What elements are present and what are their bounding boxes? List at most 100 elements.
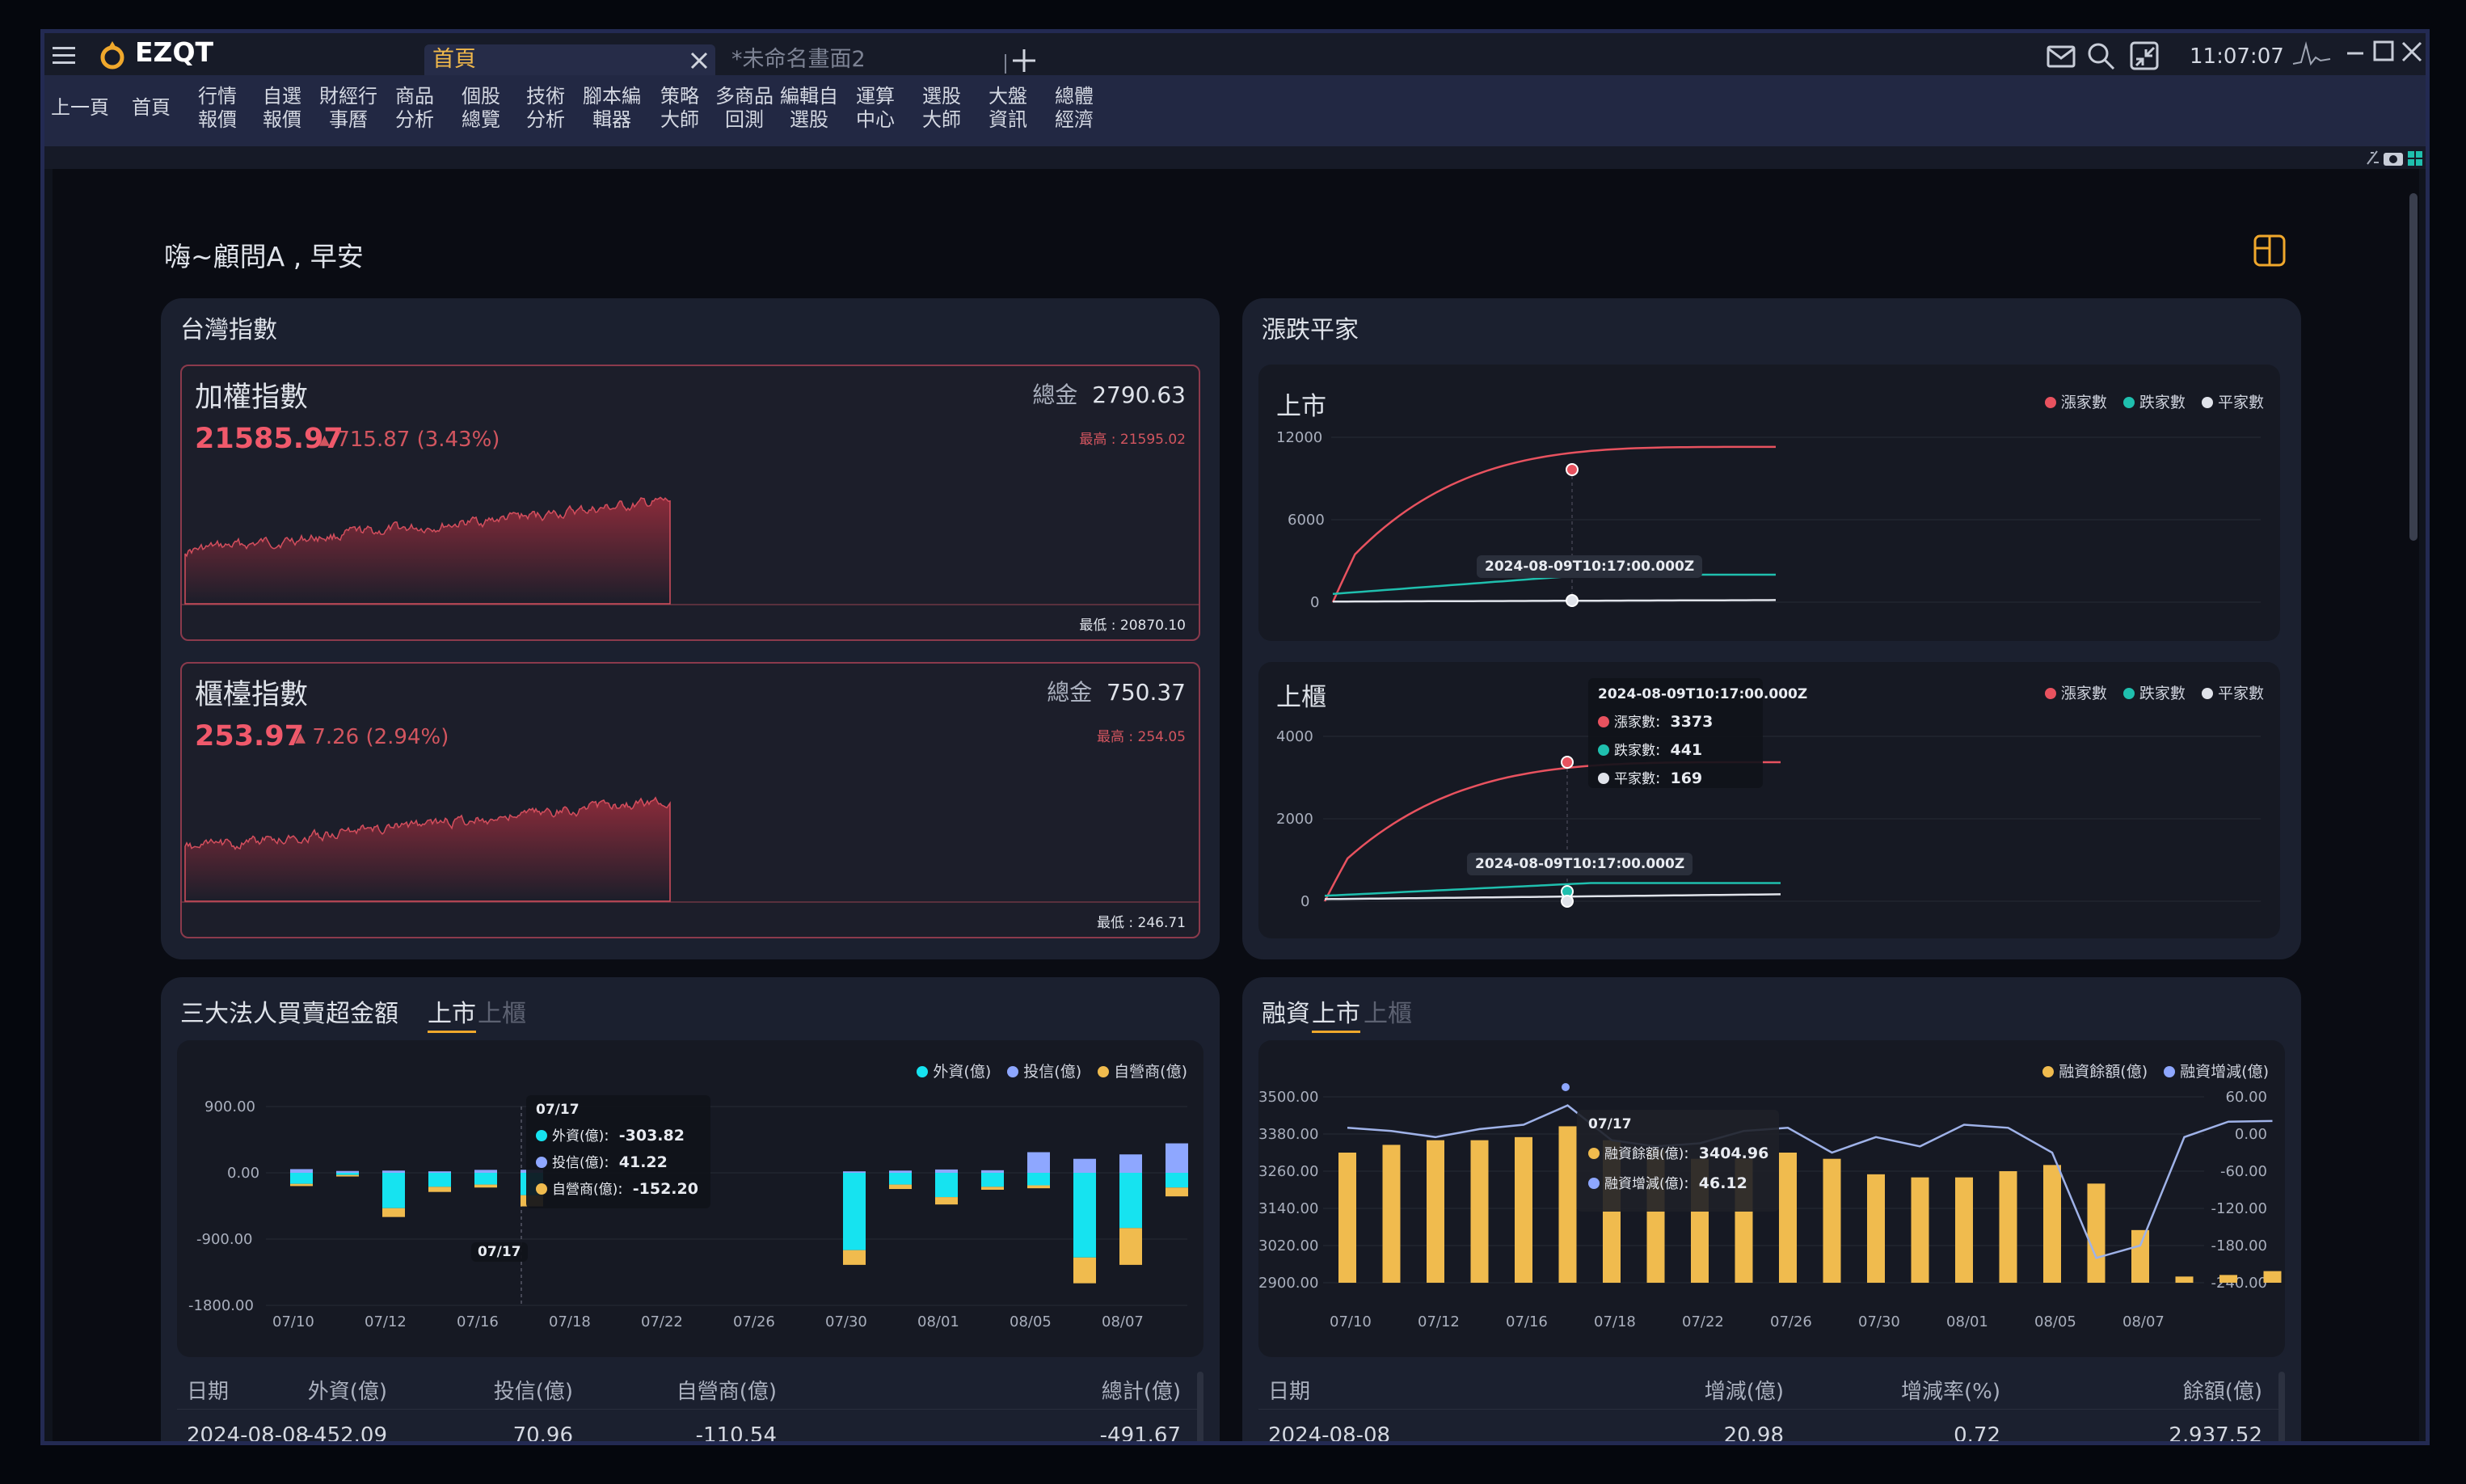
table-header: 總計(億) (1101, 1380, 1181, 1404)
minimize-icon[interactable] (2345, 43, 2366, 64)
margin-table: 日期 增減(億) 增減率(%) 餘額(億) 2024-08-08 20.98 0… (1258, 1365, 2285, 1445)
dashboard-content: 嗨~顧問A , 早安 台灣指數 加權指數 21585.97 ▴ 715.87 (… (53, 169, 2419, 1445)
page-scrollbar[interactable] (2409, 193, 2418, 541)
x-tick: 07/18 (1594, 1313, 1636, 1330)
index-volume: 總金 2790.63 (1032, 382, 1186, 408)
bar-foreign (1166, 1173, 1188, 1188)
pulse-chart-icon[interactable] (2291, 40, 2332, 69)
crosshair-time-label: 2024-08-09T10:17:00.000Z (1467, 853, 1693, 875)
panel-title: 融資 (1262, 1000, 1310, 1028)
x-axis: 07/10 07/12 07/16 07/18 07/22 07/26 07/3… (1330, 1313, 2243, 1338)
index-card-taiex[interactable]: 加權指數 21585.97 ▴ 715.87 (3.43%) 總金 2790.6… (180, 365, 1200, 641)
crosshair-point-up (1561, 756, 1574, 769)
breadth-chart-listed: 上市 漲家數 跌家數 平家數 12000 6000 0 (1258, 365, 2280, 641)
bar-foreign (889, 1173, 912, 1185)
toolbar-button-compute[interactable]: 運算 中心 (856, 85, 895, 131)
table-header: 增減(億) (1704, 1380, 1784, 1404)
toolbar-button-calendar[interactable]: 財經行 事曆 (319, 85, 377, 131)
bar-trust (474, 1170, 497, 1173)
toolbar-button-technical[interactable]: 技術 分析 (526, 85, 565, 131)
toolbar-button-product-analysis[interactable]: 商品 分析 (395, 85, 434, 131)
x-tick: 07/30 (1858, 1313, 1900, 1330)
bar-balance (1955, 1177, 1973, 1283)
table-cell: 0.72 (1954, 1423, 2000, 1445)
breadth-panel: 漲跌平家 上市 漲家數 跌家數 平家數 12000 6000 0 (1242, 298, 2301, 959)
tab-listed[interactable]: 上市 (428, 993, 476, 1033)
screenshot-tools-icon[interactable] (2366, 148, 2427, 169)
table-cell: 20.98 (1723, 1423, 1784, 1445)
divider (1258, 1409, 2285, 1410)
maximize-icon[interactable] (2372, 40, 2396, 64)
toolbar-button-market-info[interactable]: 大盤 資訊 (989, 85, 1027, 131)
toolbar-button-backtest[interactable]: 多商品 回測 (715, 85, 774, 131)
toolbar-button-strategy[interactable]: 策略 大師 (660, 85, 699, 131)
table-header: 日期 (187, 1380, 230, 1404)
table-scrollbar[interactable] (2278, 1372, 2285, 1441)
bar-balance (1823, 1158, 1841, 1283)
add-tab-icon[interactable] (1011, 48, 1037, 74)
tab-home[interactable]: 首頁 (424, 44, 715, 75)
taiwan-index-panel: 台灣指數 加權指數 21585.97 ▴ 715.87 (3.43%) 總金 2… (161, 298, 1220, 959)
y-tick-right: -60.00 (2219, 1163, 2267, 1180)
x-tick: 07/10 (1330, 1313, 1372, 1330)
x-tick: 08/01 (917, 1313, 959, 1330)
tab-untitled[interactable]: *未命名畫面2 (723, 44, 1031, 75)
toolbar-button-macro[interactable]: 總體 經濟 (1055, 85, 1094, 131)
y-tick: 6000 (1288, 512, 1325, 529)
bar-dealer (290, 1183, 313, 1187)
index-card-otc[interactable]: 櫃檯指數 253.97 ▴ 7.26 (2.94%) 總金 750.37 最高 … (180, 662, 1200, 938)
shrink-window-icon[interactable] (2130, 41, 2160, 72)
table-cell: -452.09 (306, 1423, 387, 1445)
series-line-flat (1333, 599, 1777, 603)
toolbar-button-custom-screen[interactable]: 編輯自 選股 (780, 85, 838, 131)
bar-trust (935, 1169, 958, 1173)
toolbar-button-screener[interactable]: 選股 大師 (922, 85, 961, 131)
legend-dot (917, 1066, 929, 1077)
toolbar-button-back[interactable]: 上一頁 (51, 96, 109, 119)
legend-dot (2044, 688, 2056, 699)
y-tick: -900.00 (196, 1231, 253, 1248)
y-tick: -1800.00 (188, 1297, 254, 1314)
layout-icon[interactable] (2253, 234, 2287, 268)
close-tab-icon[interactable] (689, 51, 709, 70)
tab-otc[interactable]: 上櫃 (478, 1000, 526, 1028)
bar-balance (1515, 1136, 1532, 1283)
crosshair-point-flat (1561, 895, 1574, 908)
y-tick: 0 (1310, 594, 1320, 611)
y-tick-right: -180.00 (2211, 1237, 2267, 1254)
legend-dot (1098, 1066, 1110, 1077)
bar-dealer (935, 1197, 958, 1205)
bar-dealer (1073, 1257, 1096, 1284)
bar-trust (336, 1170, 359, 1173)
up-arrow-icon: ▴ (319, 428, 331, 452)
toolbar-button-script-editor[interactable]: 腳本編 輯器 (583, 85, 641, 131)
index-price: 21585.97 (195, 423, 344, 455)
tab-otc[interactable]: 上櫃 (1364, 1000, 1412, 1028)
search-icon[interactable] (2086, 41, 2117, 72)
menu-icon[interactable] (51, 44, 78, 67)
close-window-icon[interactable] (2400, 40, 2424, 64)
bar-balance (2043, 1165, 2061, 1283)
toolbar-button-watchlist[interactable]: 自選 報價 (263, 85, 301, 131)
bar-dealer (474, 1184, 497, 1188)
bar-foreign (1027, 1173, 1050, 1186)
bar-balance (1427, 1140, 1444, 1283)
tab-listed[interactable]: 上市 (1312, 993, 1360, 1033)
bar-dealer (889, 1184, 912, 1190)
ezqt-logo-icon (100, 41, 124, 70)
table-scrollbar[interactable] (1197, 1372, 1203, 1441)
mail-icon[interactable] (2046, 44, 2078, 69)
series-line-up (1331, 445, 1776, 603)
index-high: 最高 : 21595.02 (1079, 432, 1186, 448)
bar-foreign (935, 1173, 958, 1198)
bar-dealer (1119, 1228, 1142, 1265)
toolbar-button-home[interactable]: 首頁 (132, 96, 171, 119)
toolbar-button-stock-overview[interactable]: 個股 總覽 (462, 85, 500, 131)
tab-home-label: 首頁 (432, 47, 476, 72)
y-tick-right: 60.00 (2225, 1089, 2267, 1106)
index-low: 最低 : 246.71 (1096, 915, 1186, 931)
breadth-lines-otc (1323, 736, 2261, 908)
institutional-panel: 三大法人買賣超金額 上市 上櫃 外資(億) 投信(億) 自營商(億) 900.0… (161, 977, 1220, 1445)
toolbar-button-quotes[interactable]: 行情 報價 (198, 85, 237, 131)
bar-foreign (1073, 1173, 1096, 1258)
